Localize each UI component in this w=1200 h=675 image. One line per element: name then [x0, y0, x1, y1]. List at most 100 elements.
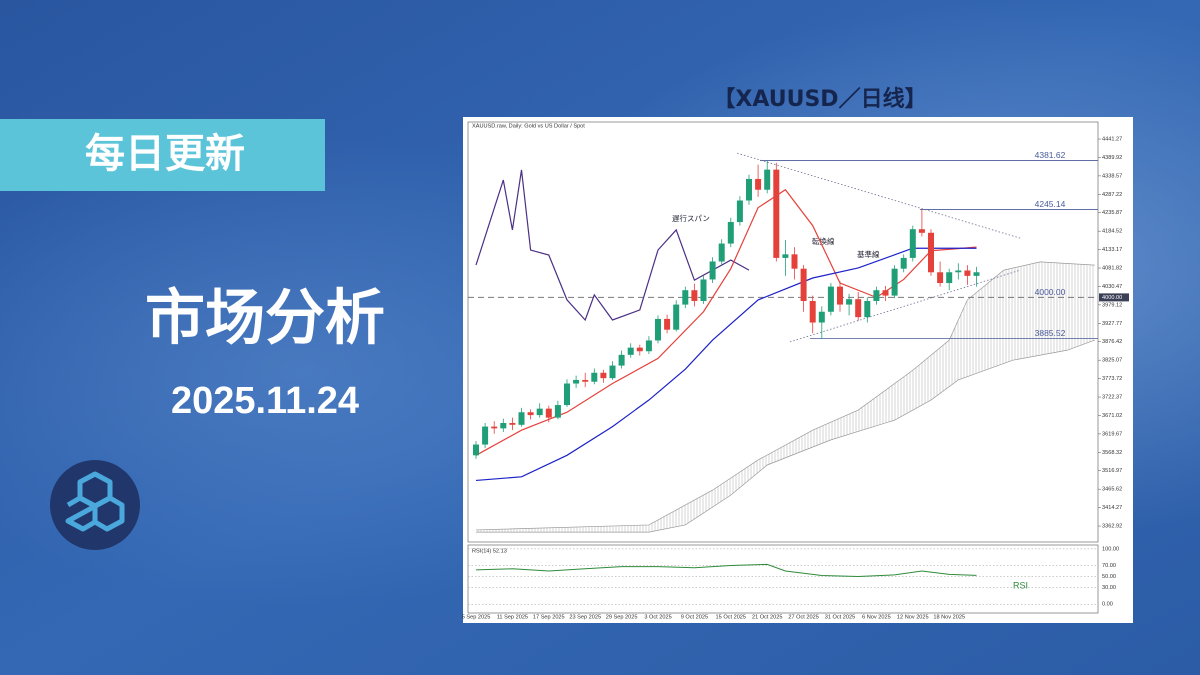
level-label: 3885.52: [1035, 328, 1066, 338]
y-tick-label: 4338.57: [1102, 173, 1122, 179]
y-tick-label: 0.00: [1102, 602, 1113, 608]
candle-body: [573, 379, 580, 384]
x-tick-label: 31 Oct 2025: [825, 614, 855, 620]
x-tick-label: 18 Nov 2025: [933, 614, 965, 620]
candle-body: [909, 229, 916, 258]
candle-body: [855, 299, 862, 318]
candle-body: [482, 426, 489, 445]
cloud-edge: [475, 261, 1095, 531]
y-tick-label: 4133.17: [1102, 247, 1122, 253]
line: [475, 169, 750, 322]
candle-body: [818, 311, 825, 323]
candle-body: [700, 279, 707, 301]
candle-body: [682, 290, 689, 305]
price-marker-label: 4000.00: [1102, 295, 1122, 301]
candle-body: [618, 354, 625, 366]
price-marker: [1099, 293, 1129, 302]
line: [475, 247, 977, 482]
candle-body: [727, 222, 734, 244]
candle-body: [718, 243, 725, 262]
y-tick-label: 3516.97: [1102, 468, 1122, 474]
logo: [50, 460, 140, 550]
y-tick-label: 3465.62: [1102, 487, 1122, 493]
candle-body: [655, 318, 661, 341]
candle-body: [500, 423, 507, 429]
y-tick-label: 4235.87: [1102, 210, 1122, 216]
y-tick-label: 3722.37: [1102, 395, 1122, 401]
candle-body: [873, 290, 880, 301]
x-tick-label: 21 Oct 2025: [752, 614, 782, 620]
y-tick-label: 4081.82: [1102, 266, 1122, 272]
y-tick-label: 70.00: [1102, 563, 1116, 569]
y-tick-label: 50.00: [1102, 574, 1116, 580]
line-label: 転換線: [812, 236, 835, 246]
level-label: 4245.14: [1035, 199, 1066, 209]
line-label: 遅行スパン: [672, 213, 710, 223]
candle-body: [764, 169, 771, 190]
candle-body: [545, 408, 552, 418]
y-tick-label: 4441.27: [1102, 137, 1122, 143]
x-tick-label: 11 Sep 2025: [497, 614, 528, 620]
candle-body: [473, 444, 479, 456]
level-label: 4000.00: [1035, 287, 1066, 297]
line: [475, 563, 977, 578]
candle-body: [564, 383, 570, 406]
candle-body: [782, 254, 789, 258]
candle-body: [800, 268, 807, 301]
y-tick-label: 3671.02: [1102, 413, 1122, 419]
y-tick-label: 4287.22: [1102, 192, 1122, 198]
tag-box: [0, 119, 325, 191]
candle-body: [773, 169, 780, 258]
candle-body: [582, 379, 589, 382]
candle-body: [627, 347, 634, 355]
y-tick-label: 3619.67: [1102, 431, 1122, 437]
y-tick-label: 100.00: [1102, 546, 1119, 552]
y-tick-label: 3773.72: [1102, 376, 1122, 382]
candle-body: [946, 272, 953, 284]
level-label: 4381.62: [1035, 150, 1066, 160]
rsi-title: RSI(14) 52.13: [472, 548, 507, 554]
candle-body: [755, 178, 762, 190]
rsi-label: RSI: [1013, 580, 1028, 590]
y-tick-label: 4389.92: [1102, 155, 1122, 161]
x-tick-label: 23 Sep 2025: [569, 614, 601, 620]
chart-title: XAUUSD.raw, Daily: Gold vs US Dollar / S…: [472, 123, 585, 129]
main-frame: [467, 121, 1099, 543]
candle-body: [937, 272, 944, 284]
line-label: 基準線: [857, 249, 880, 259]
candle-body: [600, 372, 607, 379]
date: 2025.11.24: [171, 380, 359, 422]
candle-body: [837, 286, 843, 305]
y-tick-label: 30.00: [1102, 585, 1116, 591]
headline: 市场分析: [145, 284, 385, 354]
candle-body: [964, 270, 971, 276]
x-tick-label: 5 Sep 2025: [462, 614, 491, 620]
x-tick-label: 29 Sep 2025: [606, 614, 638, 620]
candle-body: [554, 405, 561, 418]
x-tick-label: 17 Sep 2025: [533, 614, 565, 620]
candle-body: [673, 304, 680, 330]
candle-body: [736, 200, 743, 223]
candle-body: [536, 408, 543, 416]
y-tick-label: 3825.07: [1102, 358, 1122, 364]
y-tick-label: 4030.47: [1102, 284, 1122, 290]
rsi-frame: [467, 544, 1099, 614]
candle-body: [691, 290, 698, 301]
y-tick-label: 3927.77: [1102, 321, 1122, 327]
candle-body: [491, 426, 498, 429]
candle-body: [928, 232, 934, 273]
candle-body: [518, 412, 525, 425]
candle-body: [827, 286, 834, 312]
candle-body: [900, 257, 907, 269]
x-tick-label: 15 Oct 2025: [716, 614, 746, 620]
candle-body: [645, 340, 652, 352]
y-tick-label: 3876.42: [1102, 339, 1122, 345]
x-tick-label: 6 Nov 2025: [862, 614, 891, 620]
candle-body: [746, 178, 752, 201]
x-tick-label: 3 Oct 2025: [644, 614, 671, 620]
y-tick-label: 3362.92: [1102, 524, 1122, 530]
candle-body: [509, 423, 516, 425]
y-tick-label: 3414.27: [1102, 505, 1122, 511]
candle-body: [846, 299, 853, 305]
